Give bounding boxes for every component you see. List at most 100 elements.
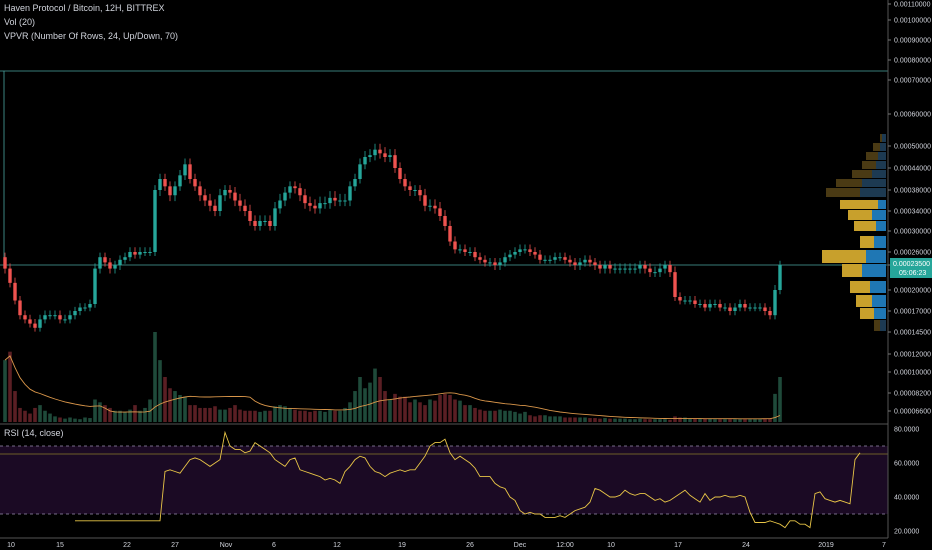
candle-body <box>503 257 507 263</box>
candle-body <box>623 268 627 270</box>
volume-bar <box>628 419 632 422</box>
volume-bar <box>178 395 182 422</box>
candle-body <box>723 307 727 309</box>
volume-bar <box>468 405 472 422</box>
volume-bar <box>553 416 557 422</box>
candle-body <box>748 307 752 309</box>
candle-body <box>478 257 482 260</box>
candle-body <box>218 195 222 211</box>
candle-body <box>268 221 272 226</box>
rsi-tick-label: 60.0000 <box>894 461 919 468</box>
candle-body <box>688 300 692 302</box>
candle-body <box>103 257 107 263</box>
vol-legend: Vol (20) <box>4 17 36 27</box>
volume-bar <box>453 399 457 422</box>
price-tag: 0.00023500 05:06:23 <box>890 258 932 278</box>
volume-bar <box>3 360 7 422</box>
volume-bar <box>123 411 127 422</box>
volume-bar <box>473 407 477 422</box>
volume-profile-down <box>836 179 862 187</box>
candle-body <box>303 195 307 204</box>
candle-body <box>313 205 317 209</box>
candle-body <box>163 179 167 187</box>
volume-profile-up <box>870 281 886 293</box>
volume-bar <box>18 407 22 422</box>
volume-bar <box>498 409 502 422</box>
volume-bar <box>623 418 627 422</box>
volume-bar <box>513 411 517 422</box>
candle-body <box>568 259 572 263</box>
volume-profile-down <box>852 170 872 178</box>
price-tick-label: 0.00006600 <box>894 409 931 416</box>
volume-bar <box>643 419 647 422</box>
candle-body <box>113 265 117 269</box>
volume-bars <box>3 332 782 422</box>
volume-profile-down <box>842 264 862 277</box>
volume-bar <box>493 410 497 422</box>
volume-bar <box>533 416 537 422</box>
volume-bar <box>328 409 332 422</box>
price-tick-label: 0.00010000 <box>894 370 931 377</box>
volume-bar <box>418 402 422 422</box>
candle-body <box>658 268 662 273</box>
volume-bar <box>163 377 167 422</box>
rsi-tick-label: 20.0000 <box>894 529 919 536</box>
volume-bar <box>658 419 662 422</box>
volume-bar <box>153 332 157 422</box>
candle-body <box>298 188 302 196</box>
volume-bar <box>488 410 492 422</box>
candle-body <box>293 186 297 189</box>
volume-bar <box>608 418 612 422</box>
volume-profile-up <box>874 236 886 248</box>
volume-bar <box>438 395 442 422</box>
volume-profile-up <box>882 134 886 142</box>
candle-body <box>438 208 442 216</box>
candle-body <box>598 265 602 269</box>
volume-bar <box>603 418 607 422</box>
volume-bar <box>133 405 137 422</box>
candle-body <box>183 164 187 176</box>
candle-body <box>423 195 427 206</box>
volume-bar <box>378 377 382 422</box>
volume-bar <box>523 411 527 422</box>
candle-body <box>378 149 382 154</box>
volume-bar <box>683 417 687 422</box>
candle-body <box>678 297 682 301</box>
volume-bar <box>103 405 107 422</box>
candle-body <box>763 307 767 311</box>
volume-bar <box>528 415 532 422</box>
volume-bar <box>673 416 677 422</box>
price-tick-label: 0.00038000 <box>894 188 931 195</box>
volume-bar <box>168 388 172 422</box>
volume-profile-up <box>876 161 886 169</box>
rsi-pane <box>0 430 888 529</box>
volume-bar <box>758 419 762 422</box>
candle-body <box>493 262 497 265</box>
volume-bar <box>53 416 57 422</box>
volume-bar <box>303 410 307 422</box>
price-tick-label: 0.00100000 <box>894 18 931 25</box>
volume-bar <box>78 419 82 422</box>
candle-body <box>83 307 87 309</box>
candle-body <box>18 300 22 316</box>
candle-body <box>473 252 477 258</box>
volume-bar <box>253 410 257 422</box>
volume-profile-up <box>872 295 886 307</box>
candle-body <box>758 307 762 309</box>
candle-body <box>508 254 512 258</box>
candle-body <box>233 192 237 201</box>
volume-bar <box>398 396 402 422</box>
volume-bar <box>738 419 742 422</box>
volume-bar <box>283 406 287 422</box>
candle-body <box>213 205 217 211</box>
candle-body <box>123 257 127 260</box>
volume-bar <box>58 417 62 422</box>
volume-bar <box>558 416 562 422</box>
candle-body <box>513 252 517 255</box>
volume-bar <box>753 419 757 422</box>
volume-bar <box>293 409 297 422</box>
volume-bar <box>458 400 462 422</box>
volume-bar <box>13 391 17 422</box>
candle-body <box>88 304 92 308</box>
